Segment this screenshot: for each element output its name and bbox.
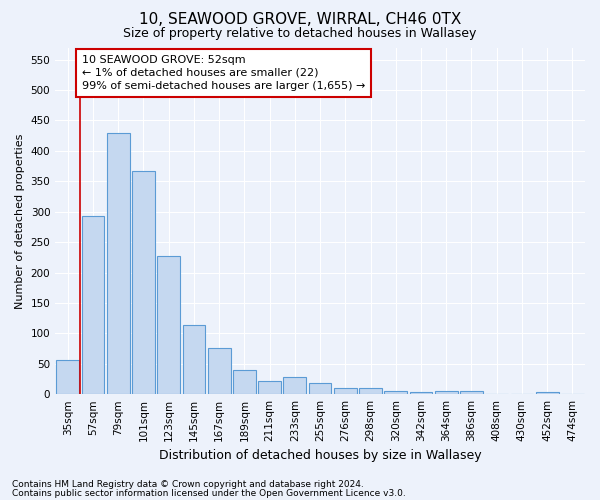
Bar (385, 391, 407, 394)
X-axis label: Distribution of detached houses by size in Wallasey: Distribution of detached houses by size … (159, 450, 481, 462)
Y-axis label: Number of detached properties: Number of detached properties (15, 133, 25, 308)
Bar (82, 216, 104, 394)
Bar (334, 388, 356, 394)
Bar (410, 392, 433, 394)
Bar (56, 360, 79, 394)
Bar (309, 383, 331, 394)
Bar (283, 376, 306, 394)
Bar (132, 171, 155, 394)
Bar (157, 256, 180, 394)
Bar (536, 392, 559, 394)
Bar (208, 348, 230, 394)
Text: 10, SEAWOOD GROVE, WIRRAL, CH46 0TX: 10, SEAWOOD GROVE, WIRRAL, CH46 0TX (139, 12, 461, 28)
Bar (460, 391, 483, 394)
Text: Contains HM Land Registry data © Crown copyright and database right 2024.: Contains HM Land Registry data © Crown c… (12, 480, 364, 489)
Bar (258, 382, 281, 394)
Text: 10 SEAWOOD GROVE: 52sqm
← 1% of detached houses are smaller (22)
99% of semi-det: 10 SEAWOOD GROVE: 52sqm ← 1% of detached… (82, 55, 365, 91)
Bar (107, 132, 130, 394)
Bar (435, 391, 458, 394)
Bar (233, 370, 256, 394)
Bar (182, 326, 205, 394)
Text: Contains public sector information licensed under the Open Government Licence v3: Contains public sector information licen… (12, 488, 406, 498)
Text: Size of property relative to detached houses in Wallasey: Size of property relative to detached ho… (124, 28, 476, 40)
Bar (359, 388, 382, 394)
